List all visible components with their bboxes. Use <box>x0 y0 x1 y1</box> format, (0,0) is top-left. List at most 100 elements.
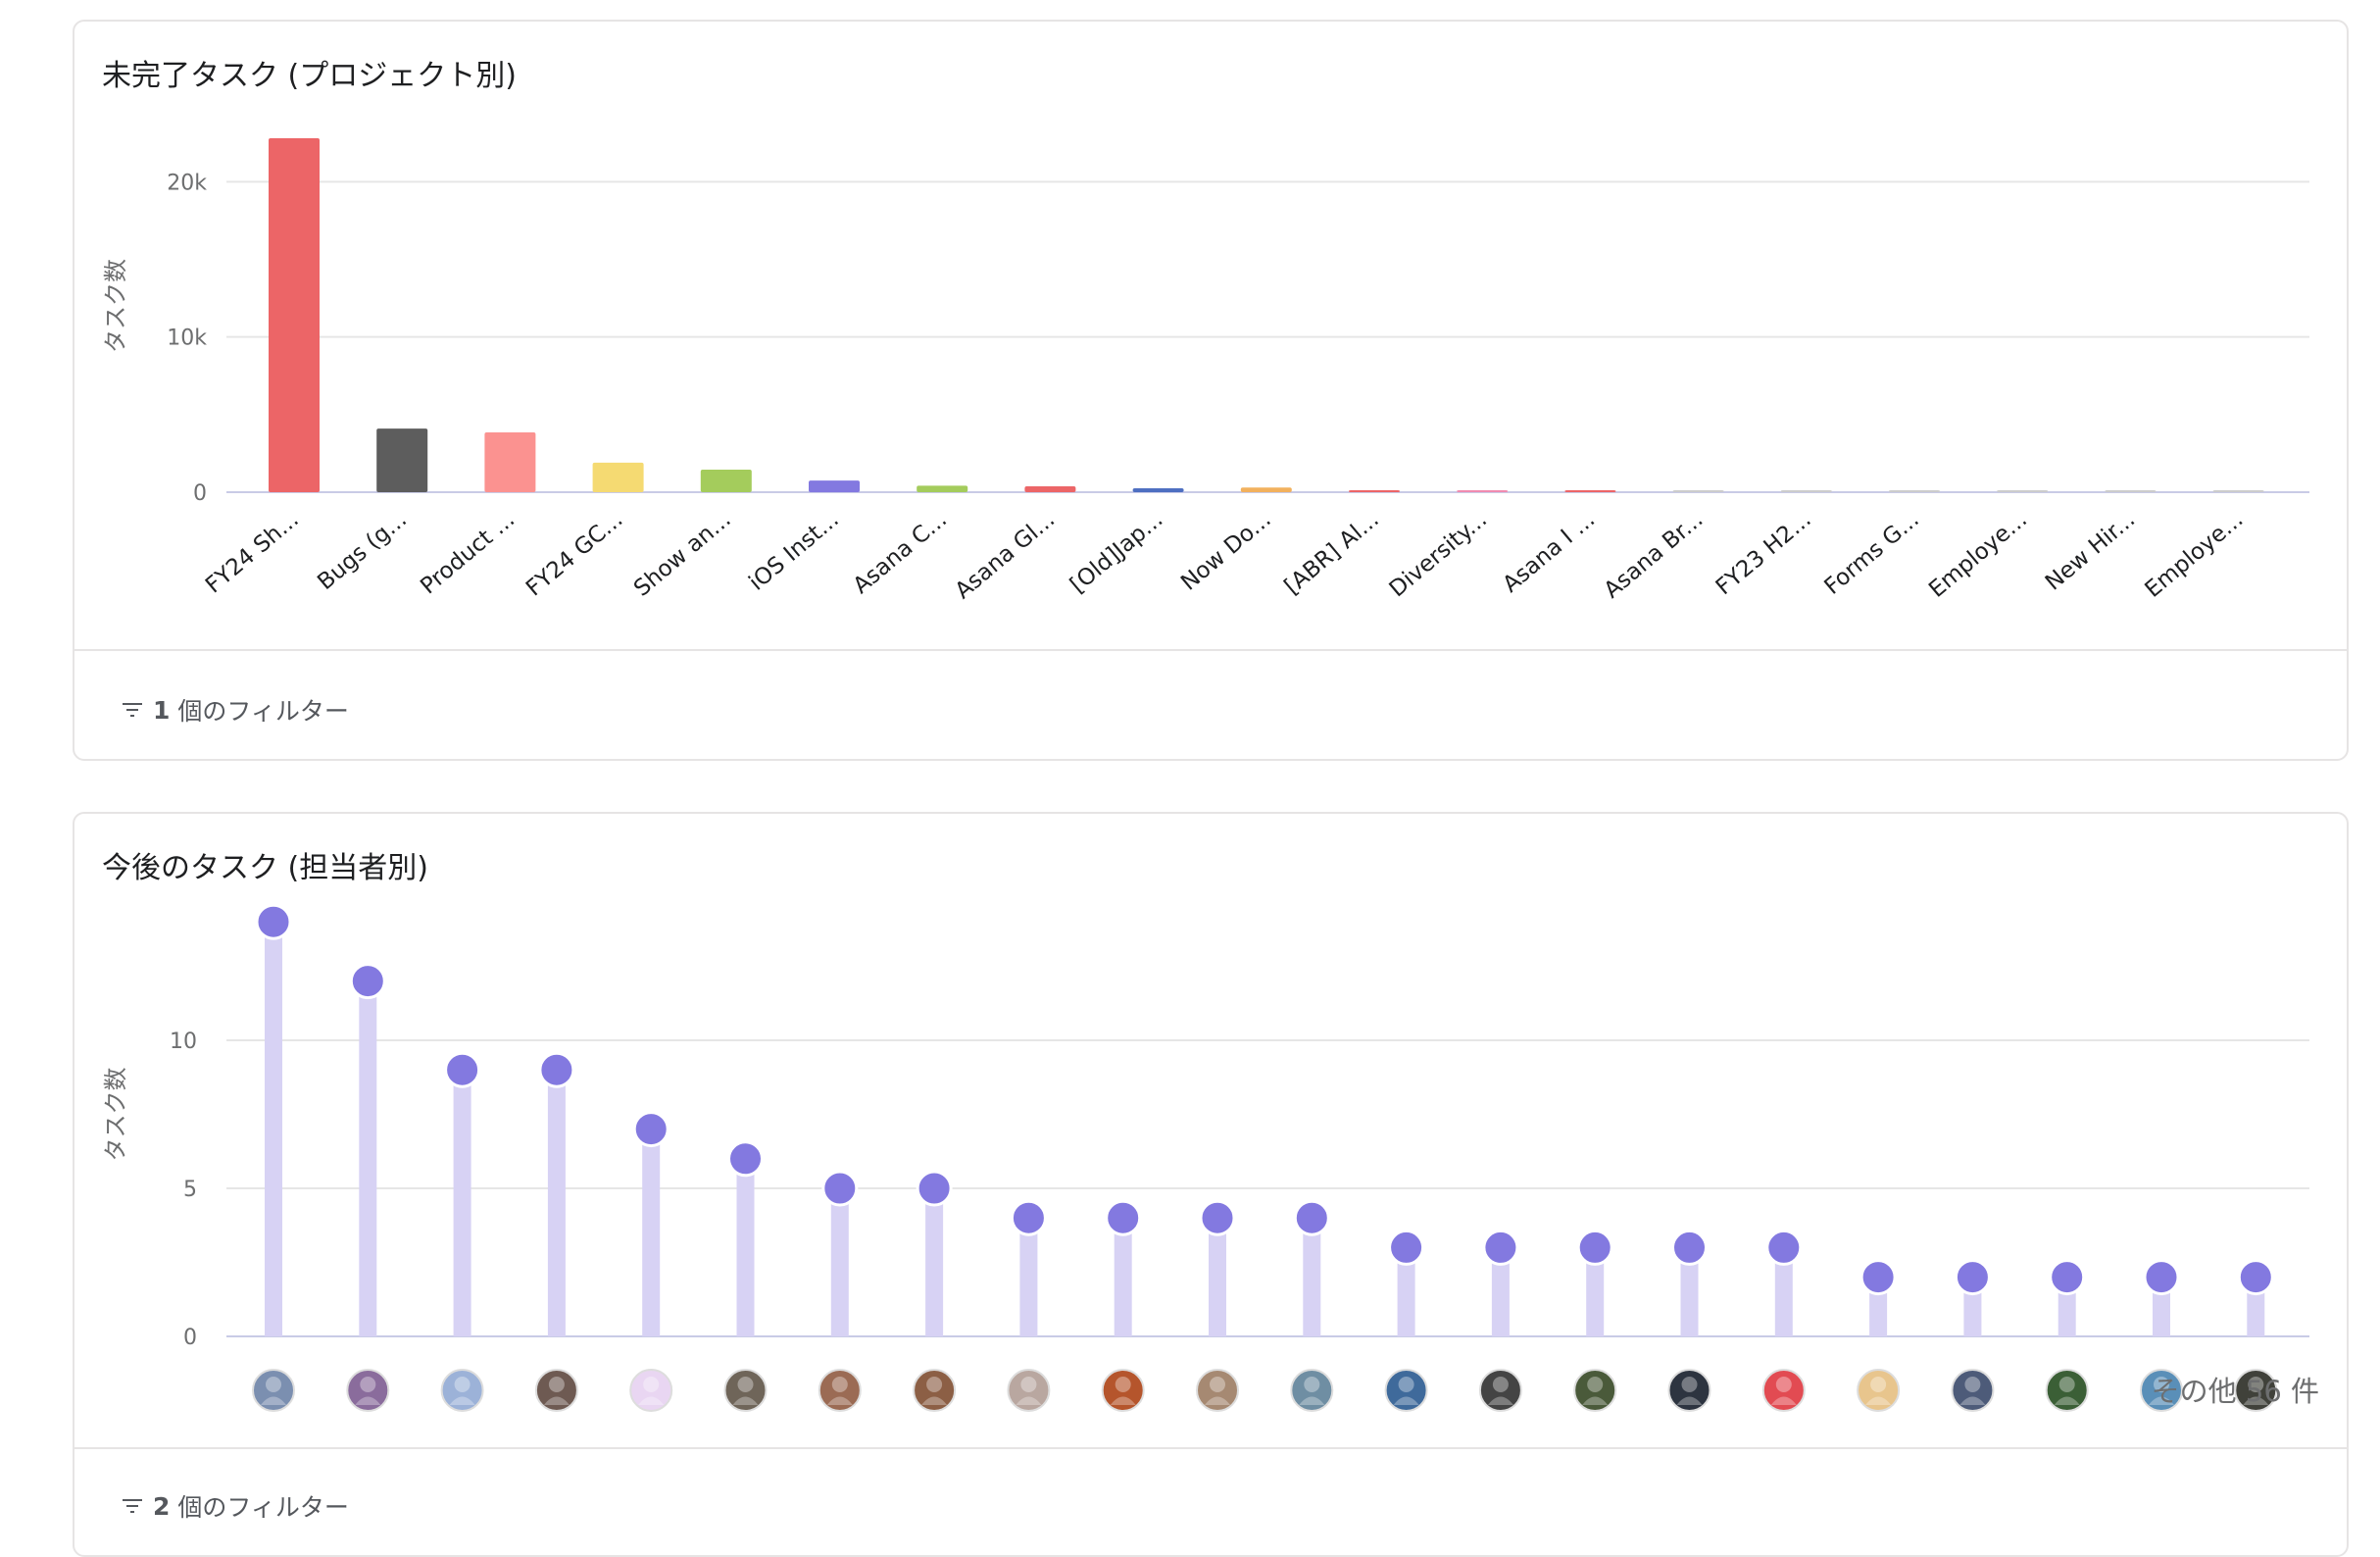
filter-count: 2 <box>153 1491 171 1521</box>
avatar-circle <box>818 1369 862 1412</box>
avatar-circle <box>1101 1369 1145 1412</box>
lollipop-dot <box>916 1170 953 1207</box>
x-tick-label: New Hir... <box>2041 507 2140 596</box>
bar <box>1564 490 1616 492</box>
avatar-head <box>1398 1377 1414 1392</box>
avatar-head <box>548 1377 565 1392</box>
x-tick-label: Product ... <box>416 507 520 600</box>
lollipop-dot <box>1293 1199 1330 1236</box>
avatar-shoulders <box>1770 1396 1797 1405</box>
lollipop-dot <box>632 1111 669 1148</box>
card-title: 未完了タスク (プロジェクト別) <box>102 59 517 93</box>
avatar-circle <box>1196 1369 1239 1412</box>
lollipop-stem <box>547 1070 566 1336</box>
lollipop-dot <box>1482 1229 1519 1266</box>
assignee-avatar[interactable] <box>1573 1369 1617 1412</box>
filter-label: 個のフィルター <box>177 697 349 726</box>
lollipop-dot <box>1954 1259 1991 1296</box>
assignee-avatar[interactable] <box>723 1369 768 1412</box>
bar <box>1349 490 1400 492</box>
bar <box>1889 490 1940 492</box>
x-tick-label: Asana I ... <box>1498 507 1600 598</box>
filter-button[interactable]: 2 個のフィルター <box>122 1488 349 1524</box>
assignee-avatar[interactable] <box>1196 1369 1239 1412</box>
assignee-avatar[interactable] <box>913 1369 957 1412</box>
bar <box>592 462 644 492</box>
avatar-head <box>831 1377 848 1392</box>
assignee-avatar[interactable] <box>818 1369 862 1412</box>
avatar-head <box>1210 1377 1225 1392</box>
assignee-avatar[interactable] <box>2234 1369 2278 1412</box>
lollipop-dot <box>1105 1199 1142 1236</box>
assignee-avatar[interactable] <box>1761 1369 1806 1412</box>
assignee-avatar[interactable] <box>1101 1369 1145 1412</box>
avatar-circle <box>723 1369 768 1412</box>
avatar-head <box>2154 1377 2169 1392</box>
avatar-circle <box>1007 1369 1051 1412</box>
avatar-circle <box>1761 1369 1806 1412</box>
x-tick-label: Asana Br... <box>1600 507 1709 604</box>
assignee-avatar[interactable] <box>252 1369 295 1412</box>
lollipop-dot <box>1010 1199 1047 1236</box>
card-divider <box>74 649 2347 651</box>
assignee-avatar[interactable] <box>534 1369 578 1412</box>
lollipop-stem <box>642 1129 661 1336</box>
avatar-circle <box>2234 1369 2278 1412</box>
assignee-avatar[interactable] <box>629 1369 673 1412</box>
avatar-head <box>1681 1377 1698 1392</box>
avatar-shoulders <box>543 1396 570 1405</box>
lollipop-dot <box>727 1140 764 1178</box>
x-tick-label: Show an... <box>629 507 736 602</box>
avatar-head <box>737 1377 754 1392</box>
avatar-circle <box>2045 1369 2089 1412</box>
lollipop-dot <box>1671 1229 1708 1266</box>
lollipop-dot <box>821 1170 859 1207</box>
assignee-lollipop-chart: 0 5 10 タスク数 <box>102 903 2309 1412</box>
avatar-shoulders <box>355 1396 381 1405</box>
assignee-avatar[interactable] <box>1290 1369 1334 1412</box>
assignee-avatar[interactable] <box>440 1369 484 1412</box>
avatar-shoulders <box>1487 1396 1513 1405</box>
assignee-avatar[interactable] <box>1384 1369 1428 1412</box>
bar <box>1240 487 1292 492</box>
lollipop-stem <box>1303 1218 1321 1336</box>
avatar-shoulders <box>261 1396 286 1405</box>
bar <box>1457 490 1509 492</box>
avatar-circle <box>1290 1369 1334 1412</box>
card-title: 今後のタスク (担当者別) <box>102 851 428 885</box>
lollipop-stem <box>1774 1247 1793 1336</box>
avatar-circle <box>629 1369 673 1412</box>
avatar-shoulders <box>1016 1396 1042 1405</box>
y-tick-label: 0 <box>193 481 207 506</box>
lollipop-dot <box>1388 1229 1425 1266</box>
x-tick-label: FY24 GC... <box>521 507 627 602</box>
avatar-head <box>1964 1377 1981 1392</box>
assignee-avatar[interactable] <box>2045 1369 2089 1412</box>
x-tick-label: Diversity... <box>1385 507 1492 603</box>
avatar-head <box>926 1377 943 1392</box>
assignee-avatar[interactable] <box>1857 1369 1901 1412</box>
avatar-shoulders <box>2149 1396 2174 1405</box>
avatar-circle <box>1951 1369 1995 1412</box>
bar <box>1997 490 2049 492</box>
avatar-head <box>1870 1377 1887 1392</box>
assignee-avatar[interactable] <box>1951 1369 1995 1412</box>
y-tick-label: 10 <box>170 1030 197 1054</box>
lollipop-stem <box>1586 1247 1605 1336</box>
lollipop-stem <box>1397 1247 1415 1336</box>
avatar-shoulders <box>1393 1396 1419 1405</box>
assignee-avatar[interactable] <box>1667 1369 1711 1412</box>
more-assignees-link[interactable]: その他 56 件 <box>2151 1375 2319 1408</box>
avatar-circle <box>252 1369 295 1412</box>
lollipop-stem <box>265 922 282 1336</box>
x-tick-label: FY23 H2... <box>1711 507 1816 601</box>
avatar-circle <box>534 1369 578 1412</box>
assignee-avatar[interactable] <box>2140 1369 2183 1412</box>
filter-button[interactable]: 1 個のフィルター <box>122 692 349 728</box>
lollipop-stem <box>925 1188 944 1336</box>
x-tick-label: Forms G... <box>1820 507 1924 600</box>
bar <box>2105 490 2157 492</box>
assignee-avatar[interactable] <box>1007 1369 1051 1412</box>
assignee-avatar[interactable] <box>1478 1369 1522 1412</box>
assignee-avatar[interactable] <box>346 1369 390 1412</box>
